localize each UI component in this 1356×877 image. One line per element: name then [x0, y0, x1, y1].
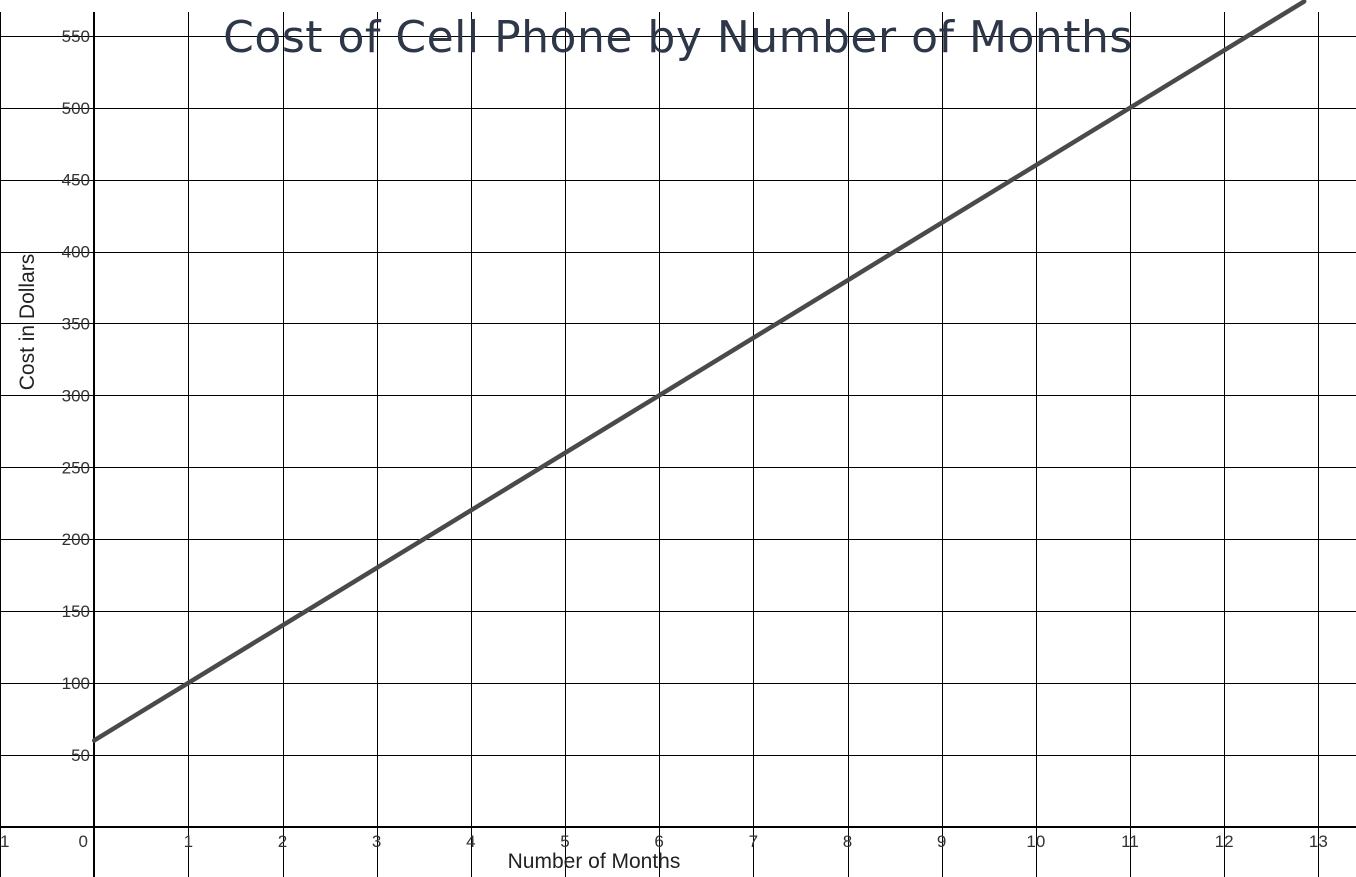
- y-tick-label: 150: [62, 602, 90, 621]
- y-tick-label: 550: [62, 27, 90, 46]
- x-tick-label: 9: [937, 832, 946, 851]
- y-tick-label: 250: [62, 458, 90, 477]
- x-tick-label: 5: [560, 832, 569, 851]
- x-tick-label: 6: [654, 832, 663, 851]
- y-axis-label: Cost in Dollars: [16, 253, 39, 391]
- series-lines: [91, 0, 1307, 743]
- y-tick-label: 450: [62, 171, 90, 190]
- x-tick-label: 0: [79, 832, 88, 851]
- x-tick-label: 1: [184, 832, 193, 851]
- y-tick-label: 500: [62, 99, 90, 118]
- x-tick-label: 1: [0, 832, 9, 851]
- x-tick-label: 4: [466, 832, 475, 851]
- y-tick-label: 400: [62, 243, 90, 262]
- x-tick-label: 11: [1121, 832, 1139, 851]
- x-tick-label: 7: [749, 832, 758, 851]
- x-tick-label: 8: [843, 832, 852, 851]
- x-tick-label: 12: [1215, 832, 1234, 851]
- y-tick-label: 350: [62, 314, 90, 333]
- x-tick-label: 3: [372, 832, 381, 851]
- tick-labels: 1 0 1 2 3 4 5 6 7 8 9 10 11 12 13501001502002503003504…: [0, 27, 1328, 851]
- y-tick-label: 200: [62, 530, 90, 549]
- x-tick-label: 13: [1309, 832, 1328, 851]
- axes: [0, 12, 1356, 877]
- y-tick-label: 100: [62, 674, 90, 693]
- x-tick-label: 10: [1026, 832, 1045, 851]
- x-axis-label: Number of Months: [507, 850, 681, 873]
- x-tick-label: 2: [278, 832, 287, 851]
- y-tick-label: 300: [62, 386, 90, 405]
- y-tick-label: 50: [71, 746, 90, 765]
- series-line: [91, 0, 1307, 743]
- grid-lines: [0, 12, 1356, 877]
